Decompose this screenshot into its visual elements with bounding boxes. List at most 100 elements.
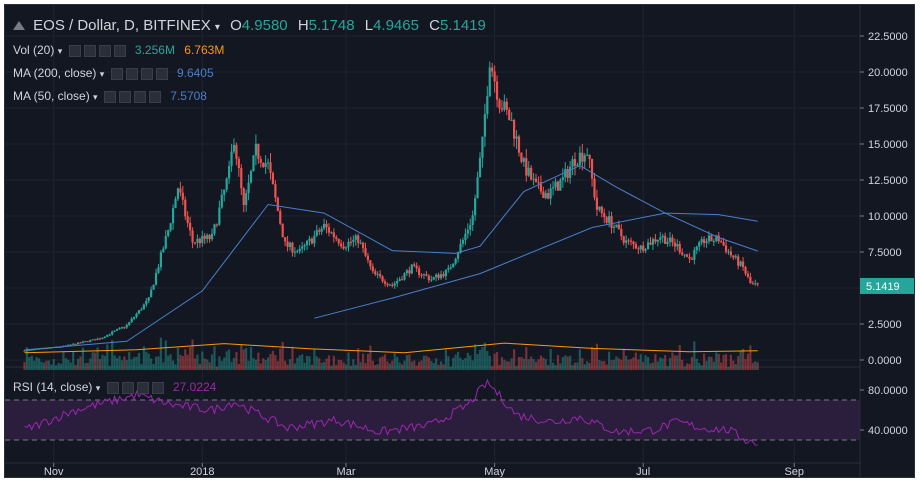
candle — [615, 224, 618, 227]
ma50-label[interactable]: MA (50, close) — [13, 89, 90, 103]
volume-bar — [35, 357, 38, 370]
plus-icon[interactable] — [133, 90, 146, 103]
candle — [393, 283, 396, 286]
volume-bar — [530, 356, 533, 370]
candle — [693, 250, 696, 260]
gear-icon[interactable] — [83, 44, 96, 57]
candle — [600, 206, 603, 214]
candle — [707, 235, 711, 242]
candle — [586, 154, 589, 156]
plus-icon[interactable] — [140, 67, 153, 80]
volume-bar — [305, 355, 309, 370]
candle — [634, 243, 637, 249]
volume-bar — [695, 358, 698, 370]
candle — [418, 268, 421, 275]
chevron-down-icon[interactable]: ▾ — [93, 92, 98, 102]
candle — [123, 327, 126, 329]
volume-bar — [152, 363, 155, 370]
plus-icon[interactable] — [98, 44, 111, 57]
candle — [734, 256, 737, 258]
candle — [525, 158, 528, 176]
candle — [240, 168, 243, 189]
gear-icon[interactable] — [121, 381, 134, 394]
volume-bar — [274, 354, 277, 370]
eye-icon[interactable] — [106, 381, 119, 394]
plus-icon[interactable] — [136, 381, 149, 394]
volume-bar — [364, 363, 367, 370]
volume-bar — [527, 359, 530, 370]
candle — [252, 155, 255, 171]
candle — [554, 181, 557, 188]
volume-bar — [276, 361, 279, 370]
volume-bar — [590, 346, 594, 370]
gear-icon[interactable] — [118, 90, 131, 103]
chart-canvas[interactable]: 22.5000 20.0000 17.5000 15.0000 12.5000 10.00… — [5, 5, 915, 478]
close-icon[interactable] — [151, 381, 164, 394]
candle — [310, 238, 314, 244]
volume-bar — [712, 361, 715, 370]
close-label: C — [429, 17, 440, 34]
candle — [264, 163, 267, 167]
volume-bar — [391, 360, 394, 370]
volume-bar — [42, 362, 46, 370]
candle — [79, 342, 82, 344]
candle — [147, 297, 150, 301]
candle — [498, 99, 501, 109]
close-icon[interactable] — [113, 44, 126, 57]
candle — [486, 96, 489, 115]
volume-bar — [732, 360, 735, 370]
close-icon[interactable] — [155, 67, 168, 80]
rsi-line — [24, 378, 758, 446]
chevron-down-icon[interactable]: ▾ — [99, 69, 105, 79]
eye-icon[interactable] — [103, 90, 116, 103]
volume-bar — [208, 362, 211, 370]
volume-bar — [435, 358, 438, 370]
candle — [288, 242, 292, 247]
candle — [632, 241, 635, 244]
volume-bar — [193, 358, 197, 370]
volume-bar — [303, 362, 306, 370]
gear-icon[interactable] — [125, 67, 138, 80]
eye-icon[interactable] — [68, 44, 81, 57]
volume-bar — [74, 364, 77, 370]
volume-bar — [724, 354, 728, 370]
candle — [242, 188, 245, 206]
candle — [715, 235, 718, 241]
candle — [527, 167, 530, 176]
volume-bar — [157, 356, 160, 370]
candle — [284, 237, 287, 242]
candle — [81, 341, 85, 343]
vol-value-2: 6.763M — [184, 43, 225, 57]
x-tick-label: Jul — [636, 466, 650, 478]
chevron-down-icon[interactable]: ▾ — [95, 383, 101, 393]
candle — [337, 238, 340, 244]
close-icon[interactable] — [148, 90, 161, 103]
candle — [186, 216, 189, 223]
rsi-label[interactable]: RSI (14, close) — [13, 380, 93, 394]
eye-icon[interactable] — [110, 67, 123, 80]
volume-bar — [595, 343, 599, 370]
volume-bar — [196, 354, 199, 370]
candle — [754, 283, 757, 285]
vol-label[interactable]: Vol (20) — [13, 43, 55, 57]
candle — [464, 233, 467, 241]
volume-bar — [625, 355, 628, 370]
candle — [517, 136, 521, 153]
candle — [208, 235, 211, 240]
volume-bar — [357, 348, 360, 370]
chevron-down-icon[interactable]: ▾ — [57, 46, 63, 56]
candle — [354, 235, 357, 240]
symbol-title[interactable]: EOS / Dollar, D, BITFINEX — [33, 17, 211, 34]
candle — [262, 162, 265, 167]
chart-background — [5, 5, 914, 477]
symbol-dropdown-icon[interactable]: ▾ — [214, 22, 220, 33]
open-label: O — [230, 17, 242, 34]
vol-value-1: 3.256M — [134, 43, 175, 57]
candle — [664, 235, 667, 244]
candle — [578, 152, 581, 165]
ma200-label[interactable]: MA (200, close) — [13, 66, 97, 80]
y-tick-label: 12.5000 — [868, 175, 908, 187]
candle — [422, 274, 426, 276]
y-tick-label: 22.5000 — [868, 31, 908, 43]
candle — [318, 230, 321, 232]
